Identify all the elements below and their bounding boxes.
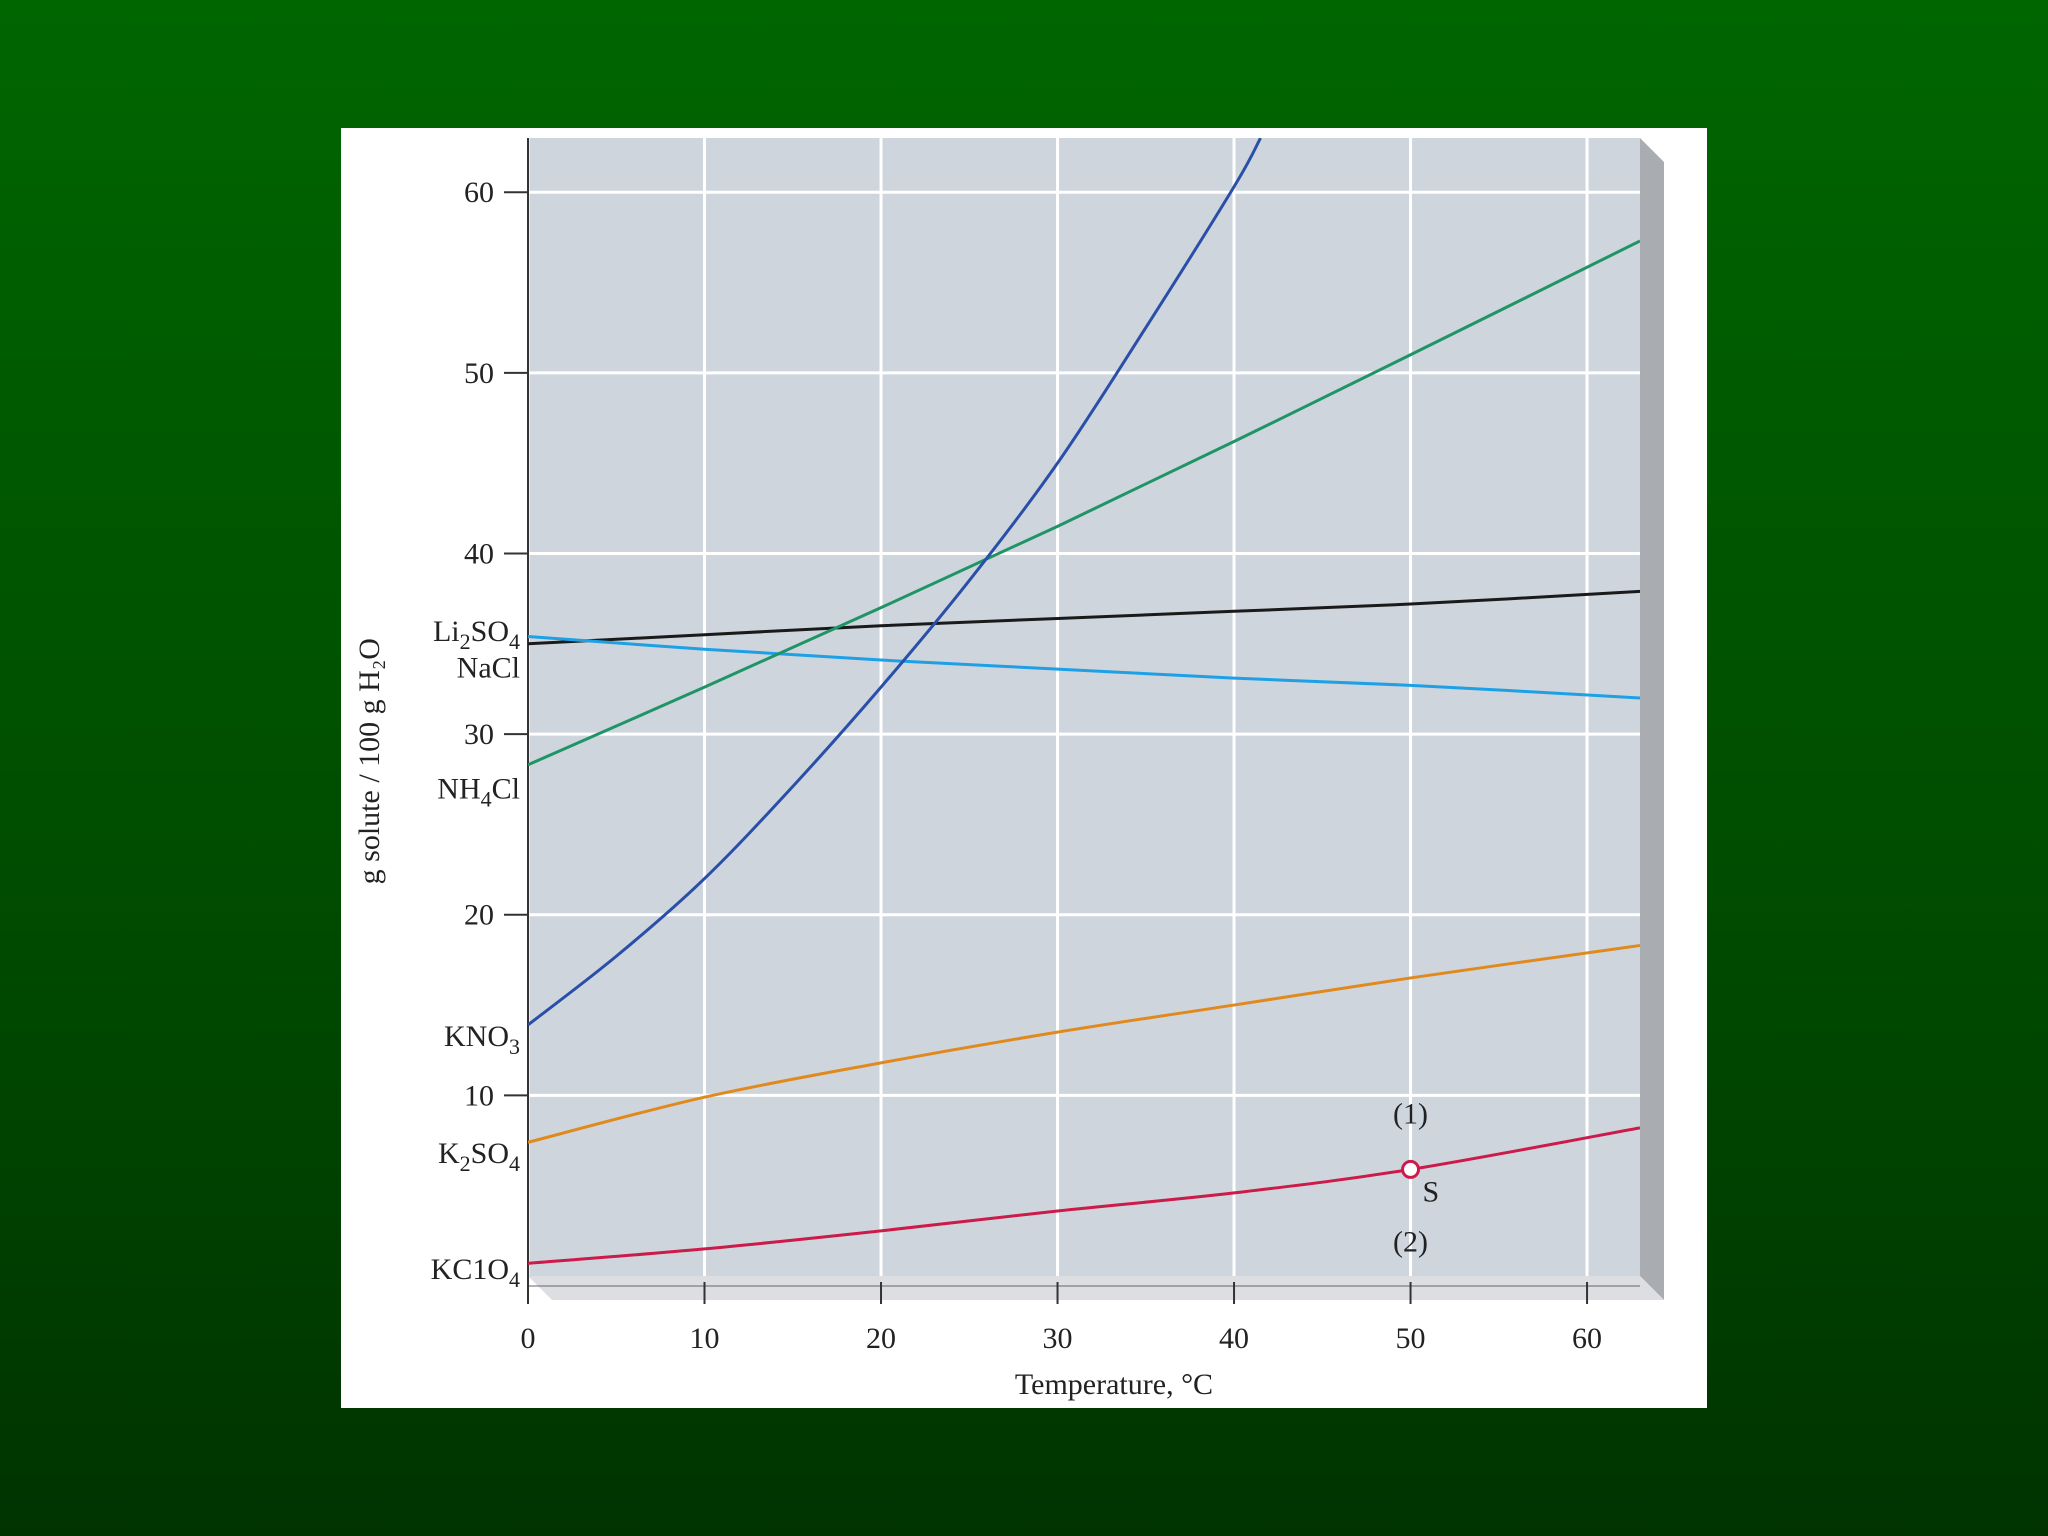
solubility-chart: 10 20 30 40 50 60 0 10 20 30 40 50 60 Temperature, °C… (353, 138, 1664, 1401)
chart-panel: 10 20 30 40 50 60 0 10 20 30 40 50 60 Temperature, °C… (341, 128, 1707, 1408)
point-s-marker (1401, 1159, 1421, 1179)
series-line-3 (528, 138, 1262, 1027)
plot-side-face (1640, 138, 1664, 1300)
series-label-4: K2SO4 (438, 1137, 520, 1176)
region-1-label: (1) (1393, 1097, 1428, 1130)
x-tick-label-40: 40 (1219, 1322, 1249, 1355)
series-label-5: KC1O4 (431, 1253, 520, 1292)
y-tick-label-50: 50 (464, 357, 494, 390)
plot-bottom-face (528, 1276, 1664, 1300)
y-tick-label-10: 10 (464, 1079, 494, 1112)
series-line-0 (528, 589, 1640, 646)
y-tick-label-40: 40 (464, 537, 494, 570)
series-line-4 (528, 943, 1640, 1144)
plot-area (528, 138, 1640, 1276)
series-label-2: NH4Cl (437, 772, 520, 811)
series-line-2 (528, 239, 1640, 767)
series-label-3: KNO3 (444, 1020, 520, 1059)
region-2-label: (2) (1393, 1226, 1428, 1259)
x-axis-title: Temperature, °C (1015, 1368, 1213, 1401)
x-tick-label-20: 20 (866, 1322, 896, 1355)
y-tick-label-30: 30 (464, 718, 494, 751)
series-line-1 (528, 635, 1640, 700)
x-tick-label-60: 60 (1572, 1322, 1602, 1355)
x-tick-label-0: 0 (521, 1322, 536, 1355)
y-tick-label-20: 20 (464, 899, 494, 932)
x-tick-label-50: 50 (1396, 1322, 1426, 1355)
y-axis-title: g solute / 100 g H₂O (353, 638, 386, 884)
x-tick-label-10: 10 (690, 1322, 720, 1355)
series-label-0: Li2SO4 (433, 615, 520, 654)
series-label-1: NaCl (457, 651, 520, 684)
point-s-label: S (1423, 1175, 1440, 1208)
x-tick-label-30: 30 (1043, 1322, 1073, 1355)
y-tick-label-60: 60 (464, 176, 494, 209)
